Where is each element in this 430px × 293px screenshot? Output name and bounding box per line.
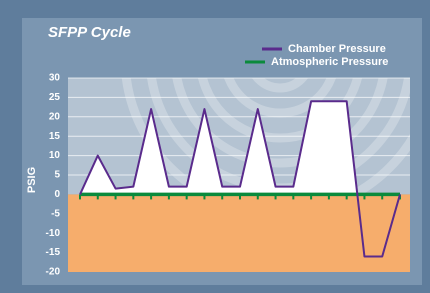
y-tick-label: 10 xyxy=(49,150,61,161)
y-tick-label: 5 xyxy=(54,170,60,181)
y-tick-label: 25 xyxy=(49,92,61,103)
y-tick-label: -15 xyxy=(46,247,61,258)
legend-label: Chamber Pressure xyxy=(288,43,386,55)
chart-title: SFPP Cycle xyxy=(48,24,131,41)
legend-label: Atmospheric Pressure xyxy=(271,56,388,68)
y-tick-label: -10 xyxy=(46,228,61,239)
y-tick-label: -5 xyxy=(51,208,60,219)
y-tick-label: 15 xyxy=(49,131,61,142)
y-tick-label: 30 xyxy=(49,73,61,84)
y-axis-label: PSIG xyxy=(26,167,38,193)
chart: SFPP Cycle PSIG -20 -15 -10 -5 0 5 10 15 20 25 30 C… xyxy=(0,0,430,293)
y-tick-label: 20 xyxy=(49,111,61,122)
y-tick-label: -20 xyxy=(46,267,61,278)
y-tick-label: 0 xyxy=(54,189,60,200)
